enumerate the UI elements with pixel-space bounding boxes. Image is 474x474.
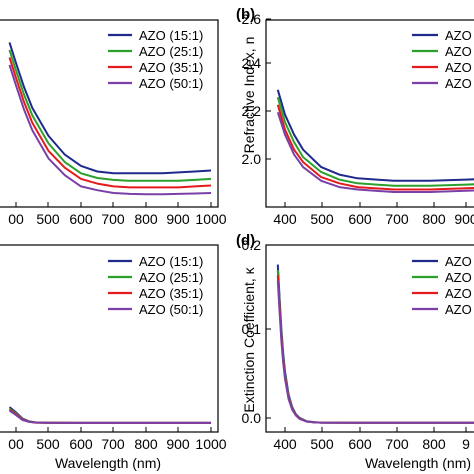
panel-0-legend-label-0: AZO (15:1) bbox=[139, 28, 203, 43]
panel-d-ylabel: Extinction Coefficient, κ bbox=[241, 266, 257, 412]
panel-1-xtick-label-4: 800 bbox=[422, 211, 446, 227]
panel-0-xtick-label-6: 1000 bbox=[195, 211, 226, 227]
panel-1-xtick-label-3: 700 bbox=[385, 211, 409, 227]
panel-2-xtick-label-5: 900 bbox=[166, 436, 190, 452]
panel-3-legend-label-1: AZO bbox=[445, 270, 472, 285]
panel-3-xtick-label-0: 400 bbox=[273, 436, 297, 452]
panel-1-xtick-label-1: 500 bbox=[310, 211, 334, 227]
panel-0-legend-label-1: AZO (25:1) bbox=[139, 44, 203, 59]
panel-2-legend-label-2: AZO (35:1) bbox=[139, 286, 203, 301]
panel-2-legend-label-0: AZO (15:1) bbox=[139, 254, 203, 269]
panel-d-xlabel: Wavelength (nm) bbox=[365, 455, 471, 471]
panel-letter-d: (d) bbox=[236, 232, 255, 249]
panel-0-series-line-3 bbox=[8, 64, 212, 196]
panel-2-series-line-1 bbox=[8, 407, 211, 424]
panel-1-xtick-label-0: 400 bbox=[273, 211, 297, 227]
panel-2-series-line-3 bbox=[8, 409, 211, 424]
panel-2-series-line-0 bbox=[8, 406, 211, 424]
panel-2-group: 00 500 600 700 800 900 1000 AZO (15:1)AZO (25:1… bbox=[0, 244, 227, 452]
panel-3-legend-label-2: AZO bbox=[445, 286, 472, 301]
panel-1-ytick-label-0: 2.0 bbox=[242, 151, 262, 167]
panel-3-xtick-label-5: 9 bbox=[462, 436, 470, 452]
panel-letter-b: (b) bbox=[236, 6, 255, 23]
panel-1-series-line-3 bbox=[276, 111, 474, 193]
panel-1-series-group bbox=[276, 89, 474, 193]
panel-0-xtick-label-3: 700 bbox=[101, 211, 125, 227]
panel-0-frame bbox=[0, 19, 219, 208]
panel-0-series-line-2 bbox=[8, 57, 212, 189]
panel-0-series-line-1 bbox=[8, 49, 212, 182]
panel-2-xtick-label-3: 700 bbox=[101, 436, 125, 452]
panel-2-series-group bbox=[8, 406, 211, 424]
panel-b-ylabel: Refractive Index, n bbox=[241, 37, 257, 154]
panel-3-xtick-label-2: 600 bbox=[348, 436, 372, 452]
panel-0-xtick-label-2: 600 bbox=[69, 211, 93, 227]
panel-2-frame bbox=[0, 244, 219, 433]
panel-1-legend-label-2: AZO bbox=[445, 60, 472, 75]
panel-3-series-line-3 bbox=[276, 280, 474, 424]
panel-0-legend-label-3: AZO (50:1) bbox=[139, 76, 203, 91]
panel-3-ytick-label-1: 0.1 bbox=[242, 321, 262, 337]
panel-2-legend-label-1: AZO (25:1) bbox=[139, 270, 203, 285]
panel-3-xtick-label-3: 700 bbox=[385, 436, 409, 452]
panel-3-ytick-label-0: 0.0 bbox=[242, 410, 262, 426]
panel-1-legend-label-3: AZO bbox=[445, 76, 472, 91]
panel-2-xtick-label-0: 00 bbox=[8, 436, 24, 452]
panel-0-group: 00 500 600 700 800 900 1000 AZO (15:1)AZO (25:1… bbox=[0, 19, 227, 227]
panel-2-xtick-label-1: 500 bbox=[36, 436, 60, 452]
panel-1-series-line-2 bbox=[276, 104, 474, 191]
panel-1-legend-label-0: AZO bbox=[445, 28, 472, 43]
panel-1-ytick-label-2: 2.4 bbox=[242, 55, 262, 71]
panel-1-series-line-0 bbox=[276, 89, 474, 182]
panel-3-xtick-label-4: 800 bbox=[422, 436, 446, 452]
panel-3-legend-label-3: AZO bbox=[445, 302, 472, 317]
panel-1-ytick-label-1: 2.2 bbox=[242, 103, 262, 119]
panel-2-legend-label-3: AZO (50:1) bbox=[139, 302, 203, 317]
panel-1-series-line-1 bbox=[276, 97, 474, 187]
panel-3-xtick-label-1: 500 bbox=[310, 436, 334, 452]
panel-0-legend-label-2: AZO (35:1) bbox=[139, 60, 203, 75]
panel-0-series-group bbox=[8, 42, 212, 196]
panel-0-xtick-label-0: 00 bbox=[8, 211, 24, 227]
panel-0-series-line-0 bbox=[8, 42, 212, 175]
panel-1-legend-label-1: AZO bbox=[445, 44, 472, 59]
panel-2-series-line-2 bbox=[8, 408, 211, 424]
panel-3-frame bbox=[265, 244, 474, 433]
panel-0-xtick-label-5: 900 bbox=[166, 211, 190, 227]
panel-0-xtick-label-1: 500 bbox=[36, 211, 60, 227]
panel-1-frame bbox=[265, 19, 474, 208]
panel-2-xtick-label-2: 600 bbox=[69, 436, 93, 452]
panel-1-xtick-label-2: 600 bbox=[348, 211, 372, 227]
panel-3-ytick-label-2: 0.2 bbox=[242, 237, 262, 253]
panel-2-xtick-label-4: 800 bbox=[134, 436, 158, 452]
panel-0-xtick-label-4: 800 bbox=[134, 211, 158, 227]
panel-1-ytick-label-3: 2.6 bbox=[242, 11, 262, 27]
panel-3-series-group bbox=[276, 264, 474, 424]
panel-2-xtick-label-6: 1000 bbox=[195, 436, 226, 452]
panel-c-xlabel: Wavelength (nm) bbox=[55, 455, 161, 471]
panel-1-group: 400 500 600 700 800 9002.02.22.42.6AZOAZOAZOA… bbox=[242, 11, 474, 227]
panel-1-xtick-label-5: 900 bbox=[454, 211, 474, 227]
panel-3-legend-label-0: AZO bbox=[445, 254, 472, 269]
